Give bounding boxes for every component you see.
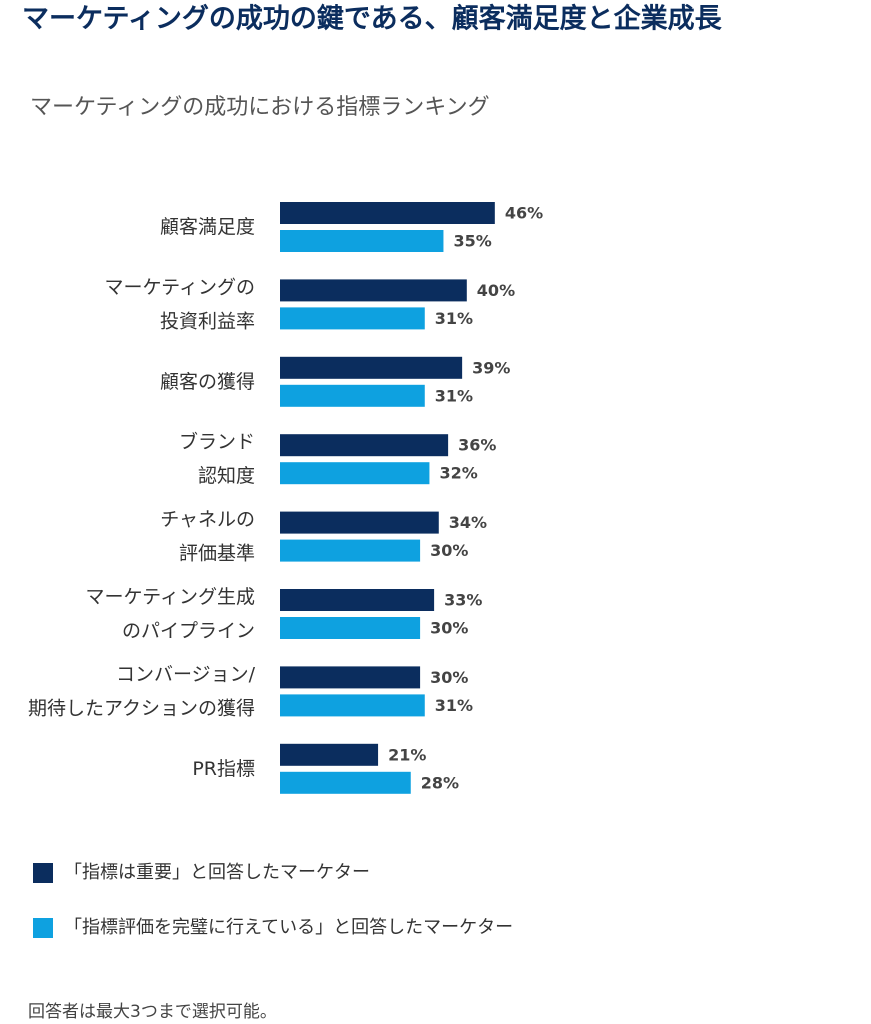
bar <box>280 539 421 562</box>
value-label: 31% <box>435 696 473 715</box>
category-label: マーケティングの投資利益率 <box>105 276 255 332</box>
value-label: 28% <box>421 773 459 792</box>
category-line: ブランド <box>179 430 255 453</box>
category-line: のパイプライン <box>122 620 255 642</box>
bar <box>280 694 425 717</box>
bar <box>280 434 449 457</box>
category-line: 期待したアクションの獲得 <box>28 697 255 719</box>
bar <box>280 511 439 534</box>
bar <box>280 356 463 379</box>
value-label: 30% <box>430 668 468 687</box>
legend-label: 「指標評価を完璧に行えている」と回答したマーケター <box>64 917 513 938</box>
chart-subtitle: マーケティングの成功における指標ランキング <box>30 95 490 120</box>
bar <box>280 230 444 252</box>
category-line: 評価基準 <box>179 542 255 564</box>
bar <box>280 384 425 407</box>
value-label: 32% <box>439 464 477 483</box>
value-label: 30% <box>430 541 468 560</box>
bar <box>280 279 467 302</box>
category-line: コンバージョン/ <box>116 663 256 685</box>
value-label: 34% <box>449 513 487 532</box>
value-label: 39% <box>472 358 510 377</box>
category-line: マーケティング生成 <box>86 586 255 608</box>
value-label: 40% <box>477 281 515 300</box>
legend-swatch <box>33 918 53 938</box>
category-line: 顧客満足度 <box>160 216 255 238</box>
category-label: コンバージョン/期待したアクションの獲得 <box>28 663 256 719</box>
value-label: 35% <box>453 232 491 251</box>
value-label: 31% <box>435 309 473 328</box>
bar <box>280 462 430 485</box>
category-label: マーケティング生成のパイプライン <box>86 586 255 642</box>
bar <box>280 589 435 611</box>
bar <box>280 771 411 794</box>
category-label: 顧客の獲得 <box>160 370 255 392</box>
category-label: PR指標 <box>192 757 255 779</box>
bar <box>280 202 495 224</box>
category-label: ブランド認知度 <box>179 430 255 487</box>
footnote: 回答者は最大3つまで選択可能。 <box>28 1002 277 1022</box>
category-label: 顧客満足度 <box>160 216 255 238</box>
category-line: 投資利益率 <box>160 310 255 332</box>
value-label: 36% <box>458 436 496 455</box>
value-label: 46% <box>505 204 543 223</box>
category-line: 顧客の獲得 <box>160 370 255 392</box>
bar <box>280 743 379 766</box>
category-line: マーケティングの <box>105 276 255 298</box>
category-label: チャネルの評価基準 <box>160 508 255 564</box>
bar <box>280 617 421 639</box>
chart-title: マーケティングの成功の鍵である、顧客満足度と企業成長 <box>22 3 723 35</box>
legend-label: 「指標は重要」と回答したマーケター <box>64 862 370 883</box>
value-label: 31% <box>435 386 473 405</box>
category-line: チャネルの <box>160 508 255 530</box>
bar <box>280 307 425 330</box>
value-label: 33% <box>444 591 482 610</box>
category-line: 認知度 <box>198 465 255 487</box>
value-label: 21% <box>388 745 426 764</box>
value-label: 30% <box>430 619 468 638</box>
category-line: PR指標 <box>192 757 255 779</box>
bar <box>280 666 421 689</box>
legend-swatch <box>33 863 53 883</box>
